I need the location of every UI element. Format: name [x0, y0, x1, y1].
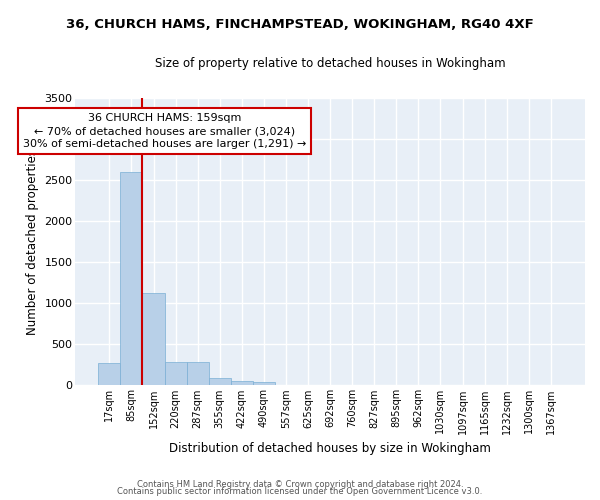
Bar: [209, 378, 231, 386]
Text: 36, CHURCH HAMS, FINCHAMPSTEAD, WOKINGHAM, RG40 4XF: 36, CHURCH HAMS, FINCHAMPSTEAD, WOKINGHA…: [66, 18, 534, 30]
Title: Size of property relative to detached houses in Wokingham: Size of property relative to detached ho…: [155, 58, 505, 70]
Bar: [231, 381, 253, 386]
Bar: [98, 363, 121, 386]
Bar: [142, 294, 164, 386]
X-axis label: Distribution of detached houses by size in Wokingham: Distribution of detached houses by size …: [169, 442, 491, 455]
Text: Contains HM Land Registry data © Crown copyright and database right 2024.: Contains HM Land Registry data © Crown c…: [137, 480, 463, 489]
Y-axis label: Number of detached properties: Number of detached properties: [26, 148, 39, 334]
Bar: [187, 362, 209, 386]
Bar: [164, 362, 187, 386]
Text: Contains public sector information licensed under the Open Government Licence v3: Contains public sector information licen…: [118, 488, 482, 496]
Bar: [253, 382, 275, 386]
Text: 36 CHURCH HAMS: 159sqm
← 70% of detached houses are smaller (3,024)
30% of semi-: 36 CHURCH HAMS: 159sqm ← 70% of detached…: [23, 113, 306, 149]
Bar: [121, 172, 142, 386]
